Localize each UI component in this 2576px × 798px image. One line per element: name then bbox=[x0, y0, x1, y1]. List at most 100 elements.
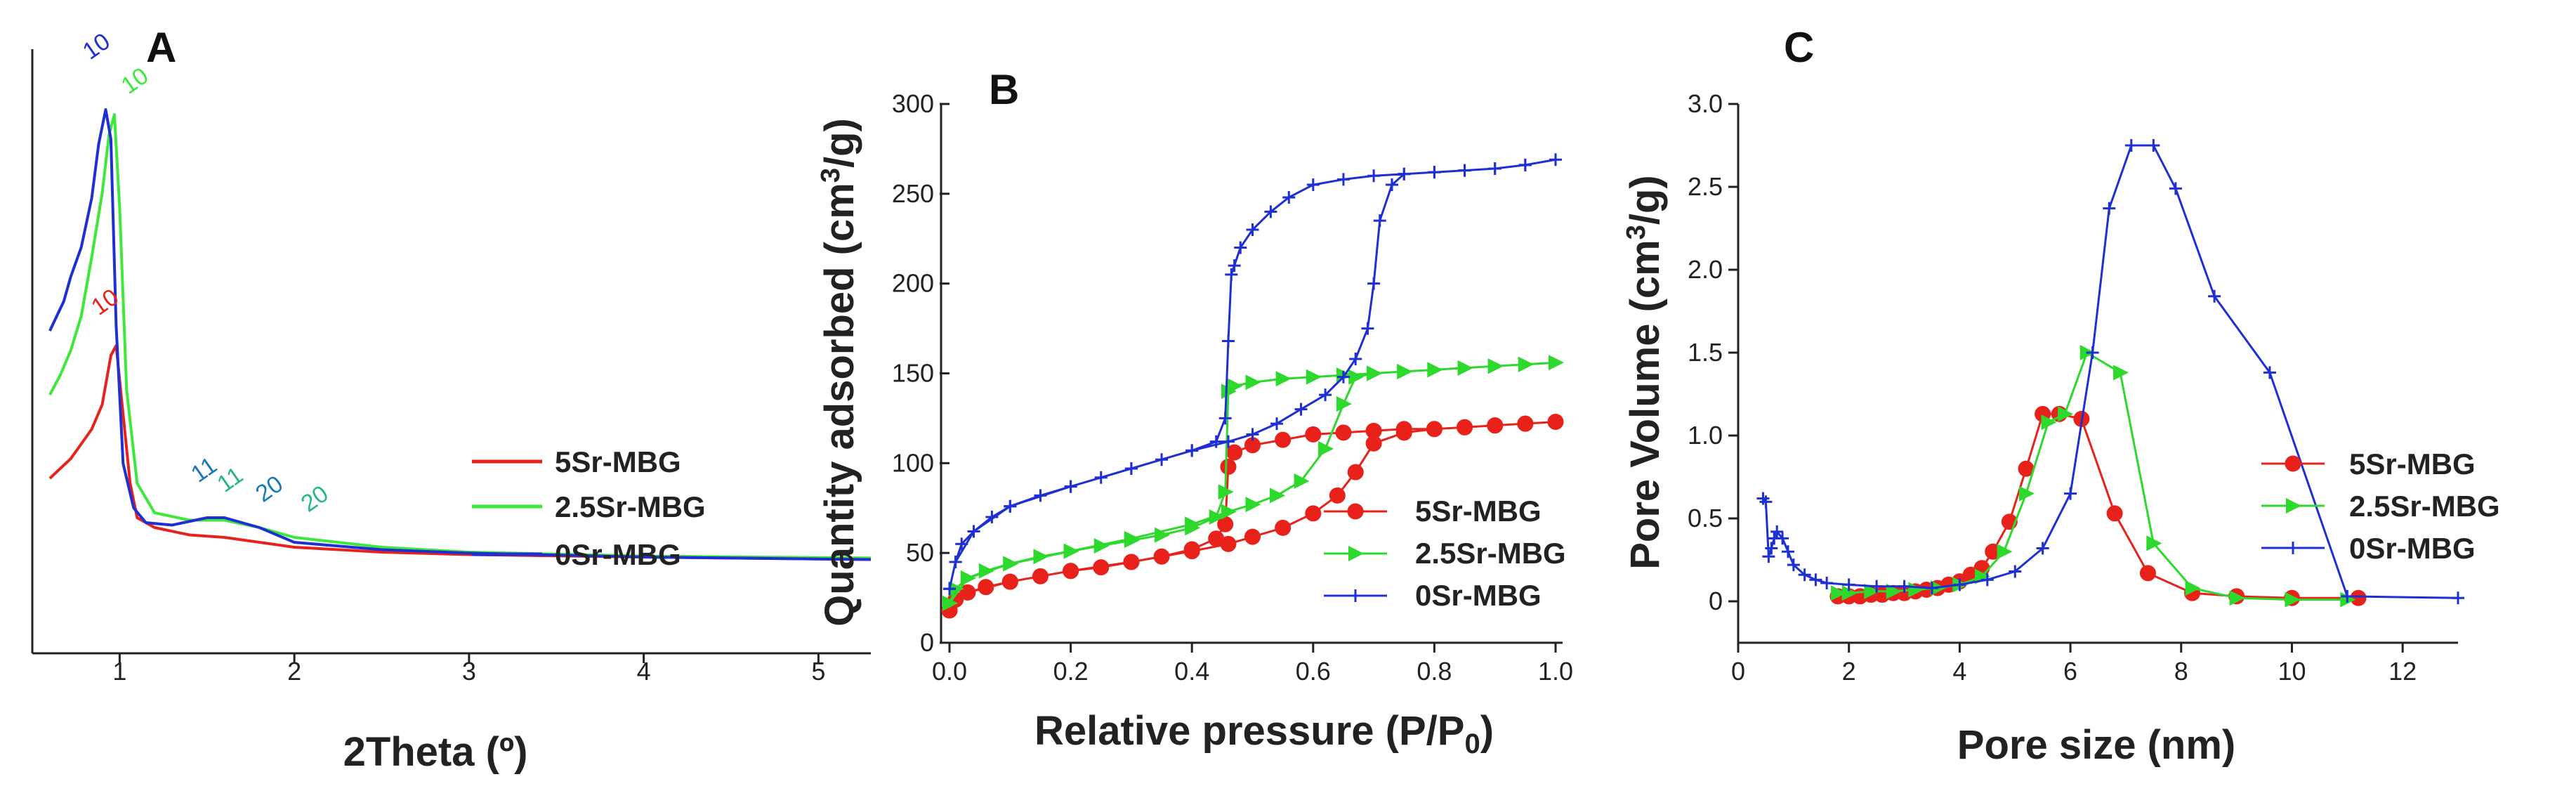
x-tick-label: 0.4 bbox=[1174, 657, 1209, 686]
data-point-0sr-mbg bbox=[1756, 492, 1770, 505]
panel-b-legend-2-5sr: 2.5Sr-MBG bbox=[1415, 537, 1566, 570]
panel-a-legend-5sr: 5Sr-MBG bbox=[555, 445, 681, 478]
data-point-2-5sr-mbg bbox=[1185, 516, 1201, 532]
data-point-5sr-mbg bbox=[1457, 419, 1473, 436]
data-point-0sr-mbg bbox=[1264, 205, 1277, 218]
x-tick-label: 0 bbox=[1731, 657, 1745, 686]
series-markers-0sr-mbg bbox=[943, 153, 1562, 596]
data-point-2-5sr-mbg bbox=[1155, 527, 1171, 543]
panel-c-y-axis-title: Pore Volume (cm3/g) bbox=[1622, 175, 1668, 570]
data-point-0sr-mbg bbox=[1925, 582, 1938, 595]
series-markers-2-5sr-mbg bbox=[1830, 345, 2356, 608]
panel-c-plot-area bbox=[1756, 139, 2464, 608]
y-tick-label: 50 bbox=[906, 538, 934, 567]
data-point-2-5sr-mbg bbox=[1997, 544, 2013, 560]
y-tick-label: 2.5 bbox=[1688, 172, 1723, 201]
panel-b: B 0.0 0.2 0.4 0.6 0.8 1.0 0 50 100 150 200 250 300 R… bbox=[816, 66, 1573, 759]
x-tick-label: 2 bbox=[287, 657, 301, 686]
x-tick-label: 10 bbox=[2278, 657, 2306, 686]
peak-label: 20 bbox=[296, 480, 334, 518]
panel-c-label: C bbox=[1784, 24, 1814, 71]
data-point-5sr-mbg bbox=[1365, 435, 1382, 452]
panel-b-y-axis-title: Quantity adsorbed (cm3/g) bbox=[816, 118, 862, 627]
data-point-2-5sr-mbg bbox=[1336, 395, 1352, 412]
data-point-2-5sr-mbg bbox=[2041, 414, 2057, 431]
data-point-0sr-mbg bbox=[1842, 578, 1855, 591]
data-point-0sr-mbg bbox=[1004, 499, 1017, 513]
data-point-2-5sr-mbg bbox=[1841, 585, 1858, 601]
data-point-5sr-mbg bbox=[1183, 543, 1200, 560]
data-point-0sr-mbg bbox=[1336, 370, 1350, 384]
panel-a-x-axis-title: 2Theta (º) bbox=[343, 729, 528, 775]
data-point-0sr-mbg bbox=[1064, 480, 1077, 493]
data-point-5sr-mbg bbox=[1335, 424, 1352, 441]
data-point-2-5sr-mbg bbox=[1830, 585, 1846, 601]
y-tick-label: 200 bbox=[892, 269, 934, 298]
panel-b-ticks: 0.0 0.2 0.4 0.6 0.8 1.0 0 50 100 150 200 250 300 bbox=[892, 89, 1573, 686]
panel-b-y-title-end: /g) bbox=[817, 118, 862, 168]
data-point-5sr-mbg bbox=[1395, 424, 1412, 441]
data-point-0sr-mbg bbox=[1155, 453, 1169, 466]
data-point-0sr-mbg bbox=[2169, 182, 2182, 195]
data-point-0sr-mbg bbox=[2086, 346, 2099, 359]
panel-a-label: A bbox=[146, 24, 176, 71]
data-point-5sr-mbg bbox=[1487, 417, 1504, 434]
data-point-0sr-mbg bbox=[1246, 428, 1259, 441]
data-point-0sr-mbg bbox=[2064, 487, 2077, 500]
data-point-2-5sr-mbg bbox=[1227, 378, 1243, 394]
data-point-0sr-mbg bbox=[1787, 558, 1800, 572]
data-point-5sr-mbg bbox=[1329, 487, 1346, 504]
data-point-5sr-mbg bbox=[1153, 548, 1170, 565]
data-point-0sr-mbg bbox=[1234, 241, 1247, 254]
data-point-0sr-mbg bbox=[1980, 573, 1994, 587]
x-tick-label: 8 bbox=[2174, 657, 2188, 686]
data-point-0sr-mbg bbox=[1034, 489, 1047, 502]
data-point-0sr-mbg bbox=[1228, 259, 1241, 273]
data-point-2-5sr-mbg bbox=[2019, 485, 2035, 502]
data-point-2-5sr-mbg bbox=[1033, 549, 1049, 565]
data-point-0sr-mbg bbox=[1776, 532, 1789, 545]
data-point-0sr-mbg bbox=[1349, 353, 1362, 366]
series-line-5sr-mbg bbox=[48, 344, 872, 561]
x-tick-label: 3 bbox=[462, 657, 476, 686]
data-point-2-5sr-mbg bbox=[1886, 583, 1902, 599]
legend-swatch-marker-0sr-mbg bbox=[2287, 542, 2299, 554]
data-point-0sr-mbg bbox=[1282, 190, 1296, 204]
data-point-2-5sr-mbg bbox=[1348, 369, 1365, 385]
data-point-5sr-mbg bbox=[2350, 589, 2367, 606]
data-point-0sr-mbg bbox=[2036, 542, 2049, 555]
data-point-5sr-mbg bbox=[1220, 535, 1237, 552]
data-point-5sr-mbg bbox=[1093, 559, 1110, 576]
data-point-0sr-mbg bbox=[1246, 223, 1259, 236]
data-point-0sr-mbg bbox=[1306, 178, 1320, 192]
x-tick-label: 2 bbox=[1842, 657, 1856, 686]
y-tick-label: 1.5 bbox=[1688, 338, 1723, 367]
panel-b-x-title-end: ) bbox=[1480, 708, 1494, 754]
data-point-5sr-mbg bbox=[1123, 554, 1140, 570]
data-point-5sr-mbg bbox=[1063, 563, 1079, 580]
legend-swatch-marker-5sr-mbg bbox=[1347, 503, 1364, 520]
x-tick-label: 1.0 bbox=[1538, 657, 1573, 686]
data-point-0sr-mbg bbox=[1458, 164, 1471, 177]
panel-c-y-title-sup: 3 bbox=[1622, 225, 1651, 240]
data-point-5sr-mbg bbox=[1032, 568, 1049, 584]
panel-b-legend-5sr: 5Sr-MBG bbox=[1415, 495, 1542, 528]
panel-a-legend-0sr: 0Sr-MBG bbox=[555, 538, 681, 571]
data-point-0sr-mbg bbox=[943, 582, 956, 596]
data-point-2-5sr-mbg bbox=[1245, 497, 1261, 513]
data-point-0sr-mbg bbox=[1953, 578, 1966, 591]
data-point-2-5sr-mbg bbox=[1003, 556, 1019, 572]
y-tick-label: 3.0 bbox=[1688, 89, 1723, 118]
peak-label: 10 bbox=[78, 28, 115, 65]
data-point-0sr-mbg bbox=[1367, 277, 1381, 290]
panel-a-legend-2-5sr: 2.5Sr-MBG bbox=[555, 490, 706, 523]
series-line-0sr-mbg bbox=[1762, 144, 2459, 599]
data-point-0sr-mbg bbox=[1781, 545, 1794, 558]
data-point-2-5sr-mbg bbox=[1093, 537, 1110, 554]
data-point-0sr-mbg bbox=[949, 555, 962, 568]
x-tick-label: 6 bbox=[2063, 657, 2077, 686]
series-markers-5sr-mbg bbox=[941, 414, 1564, 619]
data-point-0sr-mbg bbox=[1124, 462, 1138, 476]
data-point-2-5sr-mbg bbox=[1318, 440, 1334, 457]
data-point-2-5sr-mbg bbox=[1218, 484, 1234, 500]
